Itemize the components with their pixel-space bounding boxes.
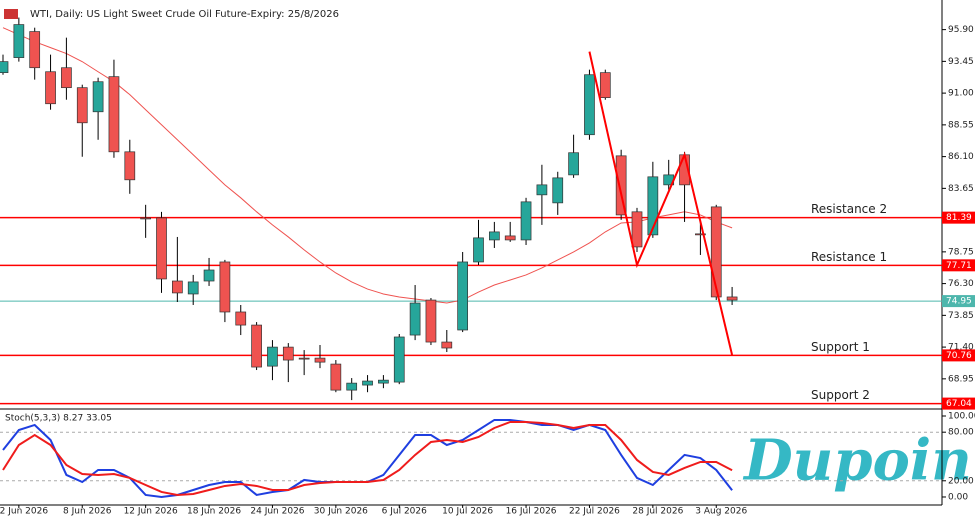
candle-body — [378, 379, 389, 384]
candle-body — [409, 302, 421, 336]
x-tick-label: 2 Jun 2026 — [0, 507, 48, 517]
y-tick-label: 76.30 — [948, 279, 974, 289]
candle-body — [552, 177, 564, 204]
x-tick-label: 12 Jun 2026 — [124, 507, 178, 517]
candle-body — [441, 341, 453, 349]
level-value: 70.76 — [946, 351, 972, 361]
candle-body — [108, 76, 120, 153]
candle-body — [29, 31, 41, 69]
candle-body — [726, 296, 738, 301]
x-tick-label: 24 Jun 2026 — [250, 507, 304, 517]
level-box — [942, 397, 975, 410]
candle-body — [0, 61, 9, 73]
candle-body — [156, 217, 167, 280]
candle-body — [631, 211, 643, 248]
level-value: 67.04 — [946, 399, 972, 409]
y-tick-label: 73.85 — [948, 311, 974, 321]
level-box — [942, 211, 975, 224]
candle-body — [92, 81, 104, 113]
x-tick-label: 6 Jul 2026 — [382, 507, 427, 517]
candle-body — [584, 74, 595, 136]
y-tick-label: 95.90 — [948, 25, 974, 35]
y-tick-label: 83.65 — [948, 184, 974, 194]
candle-body — [172, 280, 183, 294]
candle-body — [599, 72, 611, 99]
candle-body — [251, 324, 262, 368]
logo: Dupoin — [742, 428, 972, 494]
candle-body — [710, 206, 722, 298]
trendline — [588, 51, 734, 356]
candle-body — [346, 382, 358, 391]
candle-body — [235, 311, 247, 326]
candle-body — [489, 231, 500, 241]
candle-body — [267, 346, 278, 367]
candle-body — [330, 363, 342, 391]
y-tick-label: 68.95 — [948, 374, 974, 384]
y-tick-label: 93.45 — [948, 57, 974, 67]
x-tick-label: 22 Jul 2026 — [569, 507, 620, 517]
level-box — [942, 259, 975, 272]
y-tick-label: 100.00 — [948, 411, 975, 421]
candle-body — [219, 261, 231, 313]
candle-body — [13, 24, 25, 58]
candle-body — [504, 235, 516, 241]
candle-body — [298, 357, 310, 360]
candle-body — [425, 299, 437, 343]
y-tick-label: 0.00 — [948, 492, 968, 502]
candle-body — [568, 152, 579, 176]
candle-body — [140, 217, 151, 220]
x-tick-label: 30 Jun 2026 — [314, 507, 368, 517]
symbol-icon — [4, 9, 18, 19]
candle-body — [457, 261, 468, 331]
stoch-title: Stoch(5,3,3) 8.27 33.05 — [5, 414, 112, 424]
x-tick-label: 8 Jun 2026 — [63, 507, 112, 517]
y-tick-label: 71.40 — [948, 343, 974, 353]
last-price-box — [942, 295, 975, 308]
y-tick-label: 80.00 — [948, 428, 974, 438]
candle-body — [124, 151, 136, 181]
level-label: Resistance 2 — [811, 202, 887, 216]
y-tick-label: 91.00 — [948, 89, 974, 99]
candle-body — [536, 184, 548, 196]
candle-body — [615, 155, 627, 216]
level-label: Support 1 — [811, 340, 870, 354]
candle-body — [647, 176, 659, 236]
level-label: Resistance 1 — [811, 250, 887, 264]
x-tick-label: 10 Jul 2026 — [442, 507, 493, 517]
moving-average — [2, 27, 733, 304]
level-value: 77.71 — [946, 261, 972, 271]
level-box — [942, 349, 975, 362]
y-tick-label: 20.00 — [948, 476, 974, 486]
candle-body — [76, 87, 88, 124]
stoch-line — [2, 420, 733, 496]
chart-title: WTI, Daily: US Light Sweet Crude Oil Fut… — [30, 9, 339, 20]
x-tick-label: 3 Aug 2026 — [695, 507, 747, 517]
y-tick-label: 78.75 — [948, 247, 974, 257]
candle-body — [473, 237, 484, 263]
last-price-label: 74.95 — [946, 297, 972, 307]
y-tick-label: 88.55 — [948, 120, 974, 130]
candle-body — [45, 71, 56, 105]
candle-body — [314, 357, 326, 363]
candle-body — [362, 380, 373, 386]
candle-body — [203, 269, 215, 282]
candle-body — [282, 346, 294, 361]
level-label: Support 2 — [811, 388, 870, 402]
candle-body — [61, 67, 72, 89]
x-tick-label: 18 Jun 2026 — [187, 507, 241, 517]
x-tick-label: 28 Jul 2026 — [632, 507, 683, 517]
x-tick-label: 16 Jul 2026 — [506, 507, 557, 517]
candle-body — [187, 281, 199, 295]
candle-body — [520, 201, 532, 241]
level-value: 81.39 — [946, 213, 972, 223]
candle-body — [695, 233, 706, 236]
candle-body — [393, 336, 405, 383]
y-tick-label: 86.10 — [948, 152, 974, 162]
